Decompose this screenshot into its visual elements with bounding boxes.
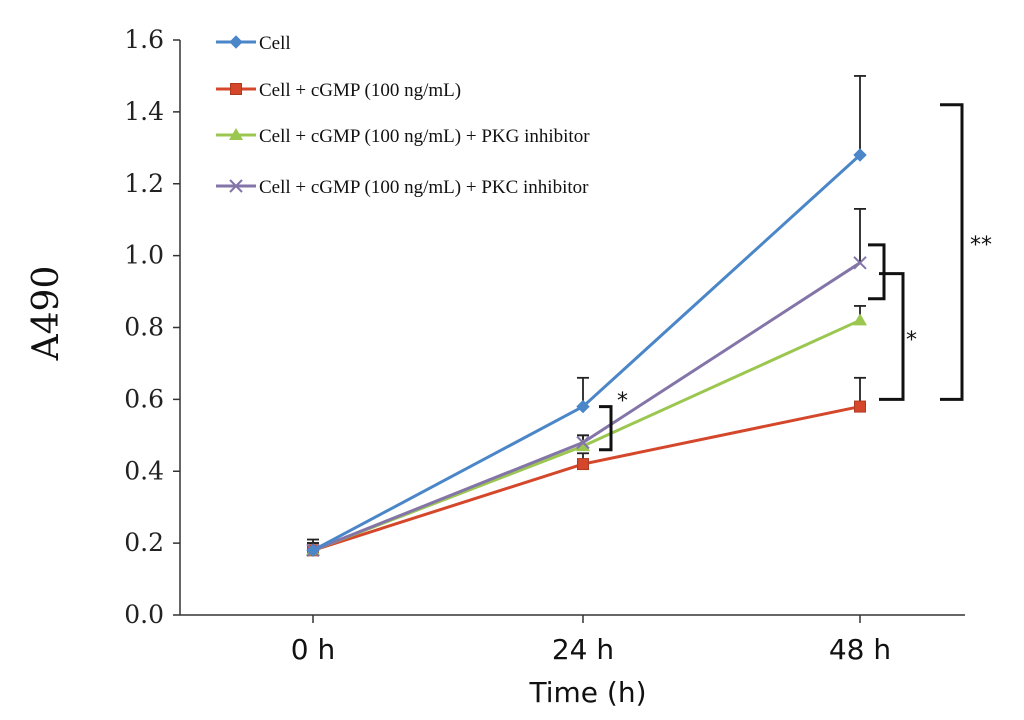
data-point: [306, 543, 320, 558]
x-ticks: 0 h 24 h 48 h: [291, 615, 891, 666]
y-ticks: 0.0 0.2 0.4 0.6 0.8 1.0 1.2 1.4 1.6: [124, 25, 180, 629]
legend-item: Cell + cGMP (100 ng/mL) + PKG inhibitor: [216, 126, 590, 147]
significance-label: *: [906, 328, 917, 353]
y-tick-label: 0.0: [124, 600, 164, 629]
y-tick-label: 0.6: [124, 384, 164, 413]
data-point: [854, 400, 866, 413]
data-point: [576, 439, 590, 452]
series-line: [312, 153, 862, 552]
significance-bracket: *: [868, 243, 886, 301]
x-tick-label: 0 h: [291, 633, 335, 666]
significance-annotations: *****: [599, 103, 992, 452]
y-tick-label: 0.8: [124, 313, 164, 342]
legend-item: Cell: [216, 33, 291, 54]
legend-item: Cell + cGMP (100 ng/mL) + PKC inhibitor: [216, 177, 589, 198]
legend-item: Cell + cGMP (100 ng/mL): [216, 80, 461, 101]
data-point: [853, 256, 867, 270]
data-point: [576, 435, 590, 450]
error-bars-2: [307, 305, 866, 551]
significance-bracket: *: [879, 272, 917, 401]
bracket-line: [599, 405, 613, 452]
legend-label: Cell: [259, 33, 291, 54]
series-0: [306, 148, 867, 558]
legend: Cell Cell + cGMP (100 ng/mL) Cell + cGMP (…: [216, 33, 590, 198]
y-axis-title: A490: [26, 266, 67, 362]
series-layer: [306, 75, 867, 558]
data-point: [853, 148, 867, 162]
x-tick-label: 48 h: [829, 633, 891, 666]
marker-stroke: [576, 435, 590, 450]
legend-swatch-marker: [230, 83, 242, 95]
bracket-line: [940, 103, 964, 401]
significance-label: *: [617, 389, 628, 414]
legend-swatch-marker: [229, 128, 243, 140]
data-point: [576, 399, 590, 414]
significance-bracket: **: [940, 103, 992, 401]
bracket-line: [879, 272, 905, 401]
significance-label: **: [970, 233, 992, 258]
legend-label: Cell + cGMP (100 ng/mL): [259, 80, 461, 101]
data-point: [577, 458, 589, 471]
x-axis-title: Time (h): [528, 676, 646, 709]
legend-label: Cell + cGMP (100 ng/mL) + PKC inhibitor: [259, 177, 589, 198]
legend-swatch-marker: [229, 35, 243, 49]
y-tick-label: 0.4: [124, 456, 164, 485]
y-tick-label: 1.0: [124, 241, 164, 270]
y-tick-label: 1.2: [124, 169, 164, 198]
y-tick-label: 0.2: [124, 528, 164, 557]
y-tick-label: 1.4: [124, 97, 164, 126]
legend-label: Cell + cGMP (100 ng/mL) + PKG inhibitor: [259, 126, 590, 147]
data-point: [853, 313, 867, 326]
series-3: [306, 256, 867, 558]
series-line: [312, 405, 861, 552]
y-tick-label: 1.6: [124, 25, 164, 54]
error-bars-3: [307, 208, 866, 551]
bracket-line: [868, 243, 886, 301]
series-1: [307, 400, 866, 557]
marker-stroke: [229, 179, 243, 193]
x-tick-label: 24 h: [552, 633, 614, 666]
marker-stroke: [853, 256, 867, 270]
legend-swatch-marker: [229, 179, 243, 193]
significance-bracket: *: [599, 389, 628, 452]
